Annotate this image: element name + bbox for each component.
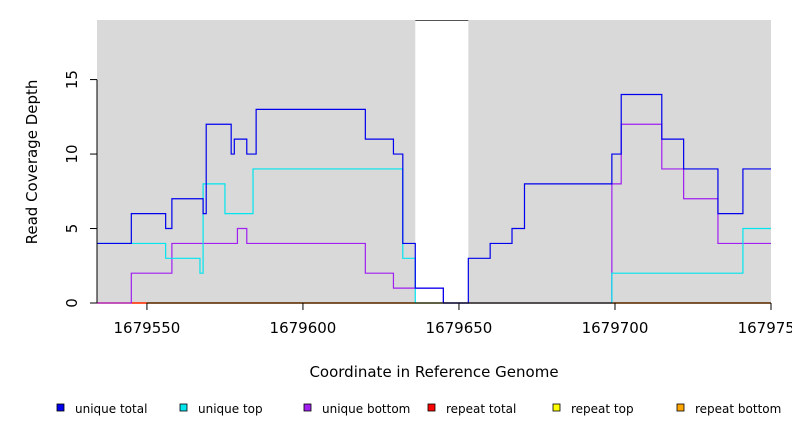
legend-swatch [303,403,312,412]
y-tick-label: 15 [63,70,81,89]
legend-label: repeat top [571,402,634,416]
y-axis-title: Read Coverage Depth [23,80,41,245]
legend-label: unique total [75,402,147,416]
legend-swatch [552,403,561,412]
x-tick-label: 1679600 [270,319,337,337]
gap-region [415,20,469,303]
series-unique-total [97,93,771,304]
plot-area [97,20,771,303]
legend: unique total unique top unique bottom repea… [56,402,781,416]
y-tick-label: 5 [63,224,81,234]
legend-label: repeat total [446,402,516,416]
legend-swatch [179,403,188,412]
series-unique-top [97,168,771,304]
x-tick-label: 1679700 [582,319,649,337]
legend-label: unique bottom [322,402,410,416]
x-axis-title: Coordinate in Reference Genome [309,363,558,381]
y-tick-label: 0 [63,298,81,308]
x-tick-label: 1679550 [114,319,181,337]
legend-label: unique top [198,402,263,416]
legend-swatch [676,403,685,412]
legend-swatch [56,403,65,412]
legend-label: repeat bottom [695,402,781,416]
x-tick-label: 1679650 [426,319,493,337]
legend-swatch [427,403,436,412]
y-axis: 0 5 10 15 [63,70,98,308]
y-tick-label: 10 [63,145,81,164]
